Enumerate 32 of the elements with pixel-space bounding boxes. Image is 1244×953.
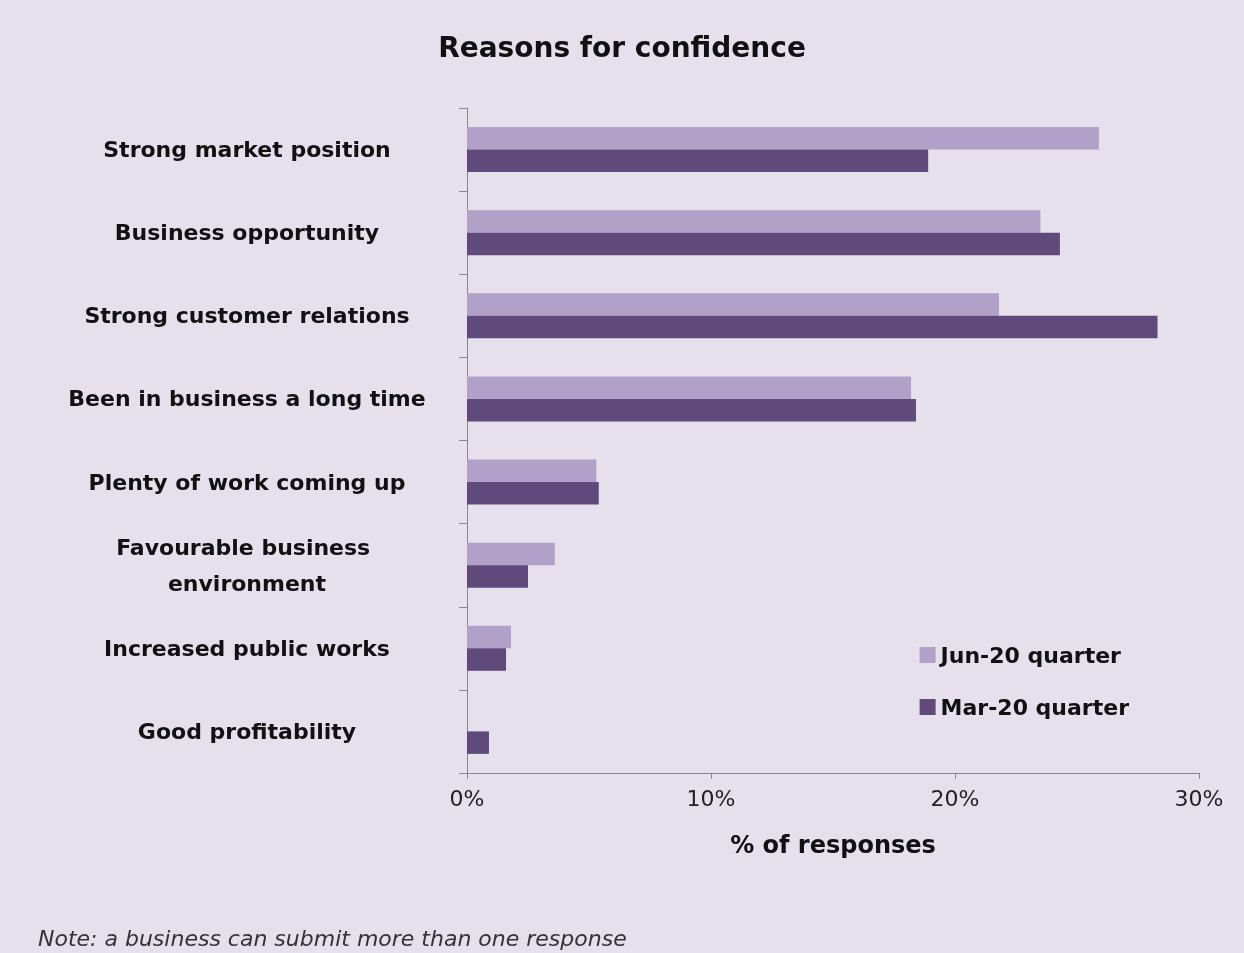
x-axis-title: % of responses xyxy=(730,831,936,859)
y-tick-label: Business opportunity xyxy=(114,220,380,246)
y-tick-label: Strong market position xyxy=(103,137,391,163)
legend-label: Mar-20 quarter xyxy=(940,694,1130,720)
bar xyxy=(467,232,1060,256)
bar xyxy=(467,293,999,316)
x-tick-label: 0% xyxy=(449,785,485,811)
text: Note: a business can submit more than one response xyxy=(38,925,627,951)
y-tick-label: Been in business a long time xyxy=(68,386,426,412)
x-tick-label: 30% xyxy=(1174,785,1224,811)
chart-title: Reasons for confidence xyxy=(438,30,806,64)
bar xyxy=(467,565,528,588)
legend-label: Jun-20 quarter xyxy=(938,642,1122,668)
bar xyxy=(467,731,489,754)
x-tick-label: 10% xyxy=(686,785,736,811)
y-tick-label: Increased public works xyxy=(104,635,390,661)
bar xyxy=(467,482,599,505)
bar xyxy=(467,648,507,671)
x-tick-label: 20% xyxy=(930,785,980,811)
y-tick-label: Good profitability xyxy=(137,718,357,744)
y-tick-label: Strong customer relations xyxy=(84,303,410,329)
y-tick-label: Favourable business environment xyxy=(116,534,378,596)
bar xyxy=(467,315,1158,339)
bar xyxy=(467,376,912,399)
bar xyxy=(467,542,555,566)
bar xyxy=(467,625,511,649)
bar xyxy=(467,459,597,483)
y-tick-label: Plenty of work coming up xyxy=(88,469,406,495)
bar xyxy=(467,127,1099,150)
bar xyxy=(467,210,1041,233)
bar xyxy=(467,149,929,173)
bar xyxy=(467,398,916,422)
